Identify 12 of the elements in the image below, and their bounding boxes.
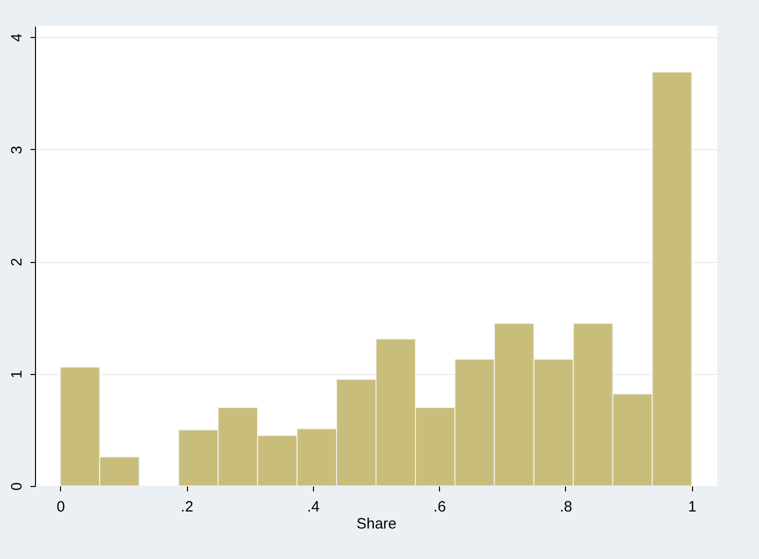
x-tick-label: 1 — [688, 498, 696, 516]
x-tick-label: .8 — [560, 498, 572, 516]
x-tick-label: .4 — [307, 498, 320, 516]
y-tick-label: 2 — [8, 258, 26, 266]
x-tick-label: 0 — [56, 498, 65, 516]
y-tick-label: 1 — [8, 370, 26, 378]
x-axis-title: Share — [356, 516, 397, 532]
y-tick-label: 3 — [8, 146, 26, 154]
y-tick-label: 0 — [8, 482, 26, 491]
x-tick-label: .6 — [433, 498, 446, 516]
y-tick-label: 4 — [8, 34, 26, 42]
x-tick-label: .2 — [180, 498, 194, 516]
